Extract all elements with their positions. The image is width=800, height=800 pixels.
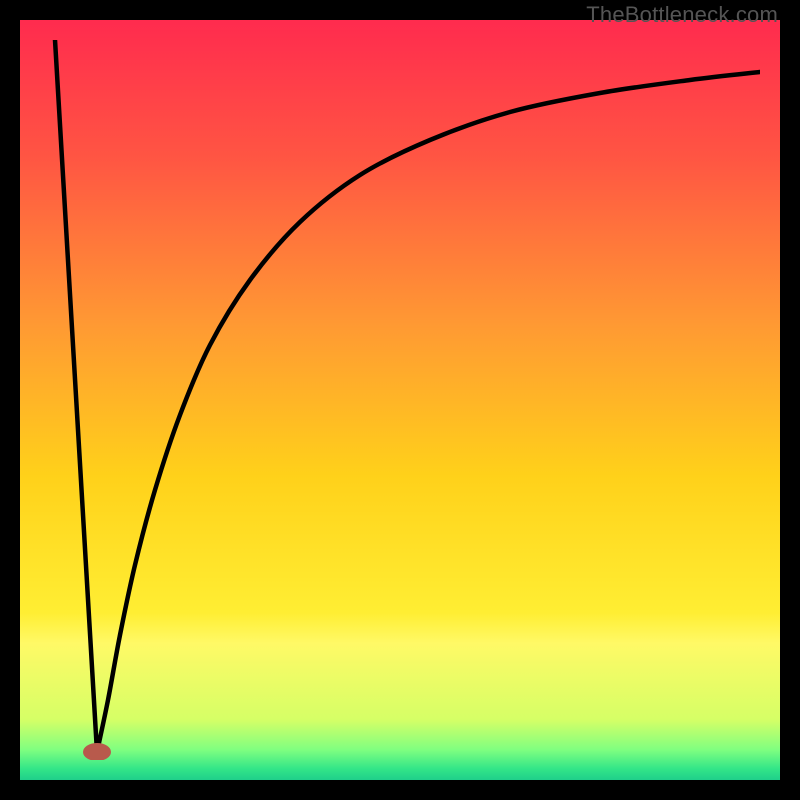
curve-minimum-marker — [83, 743, 111, 761]
chart-background-gradient — [20, 20, 780, 780]
chart-container: TheBottleneck.com — [0, 0, 800, 800]
watermark-text: TheBottleneck.com — [586, 2, 778, 28]
bottleneck-chart — [0, 0, 800, 800]
